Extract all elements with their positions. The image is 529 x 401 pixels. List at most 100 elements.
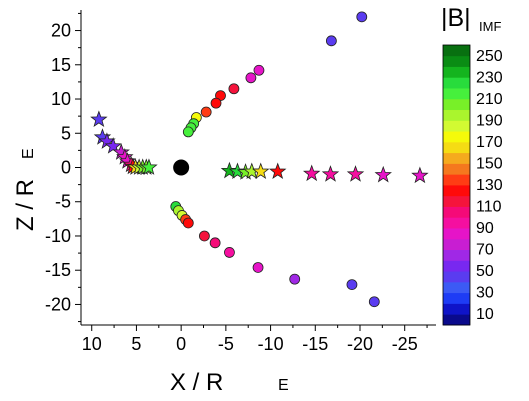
- y-axis-title-main: Z / R: [12, 179, 39, 231]
- colorbar-swatch: [443, 185, 470, 197]
- y-axis-title-sub: E: [20, 148, 37, 159]
- colorbar-swatch: [443, 98, 470, 111]
- colorbar-label: 110: [476, 199, 502, 216]
- colorbar-swatch: [443, 109, 470, 121]
- y-tick-label: -15: [45, 260, 71, 280]
- star-marker: [302, 164, 321, 182]
- y-tick-label: -5: [55, 192, 71, 212]
- colorbar-label: 230: [476, 69, 503, 86]
- circle-marker: [346, 279, 358, 290]
- colorbar-swatch: [443, 45, 470, 57]
- circle-marker: [224, 247, 235, 258]
- colorbar-swatch: [443, 163, 470, 175]
- colorbar-label: 30: [476, 285, 494, 302]
- circle-marker: [356, 11, 368, 23]
- x-tick-label: -15: [302, 334, 328, 354]
- star-marker: [374, 165, 392, 183]
- colorbar-label: 50: [476, 263, 494, 280]
- plot-area: 10 5 0 -5 -10 -15 -20 -25 20 15 10 5 0 -5 -10 -15 -20: [45, 10, 436, 354]
- circle-marker: [289, 273, 301, 285]
- colorbar-label: 150: [476, 155, 503, 172]
- star-marker: [346, 165, 365, 182]
- circle-marker: [252, 262, 264, 273]
- y-tick-label: 5: [61, 123, 71, 143]
- x-tick-label: -10: [258, 334, 284, 354]
- colorbar-swatch: [443, 120, 470, 132]
- x-axis-title-sub: E: [278, 377, 289, 394]
- colorbar-tick-labels: 10 30 50 70 90 110 130 150 170 190 210 230 250: [476, 48, 503, 323]
- x-tick-label: 5: [131, 334, 141, 354]
- x-tick-label: -5: [218, 334, 234, 354]
- y-tick-label: -10: [45, 226, 71, 246]
- colorbar-swatch: [443, 206, 470, 218]
- circle-marker: [209, 237, 221, 249]
- colorbar-swatch: [443, 271, 470, 283]
- circle-marker: [199, 230, 210, 242]
- star-marker: [228, 162, 247, 180]
- y-tick-label: -20: [45, 294, 71, 314]
- star-marker: [411, 166, 429, 184]
- colorbar-label: 210: [476, 91, 503, 108]
- colorbar-label: 10: [476, 306, 494, 323]
- colorbar-swatch: [443, 141, 470, 154]
- x-tick-label: 10: [82, 334, 102, 354]
- colorbar-label: 170: [476, 134, 503, 151]
- y-tick-label: 10: [51, 89, 71, 109]
- y-tick-label: 0: [61, 158, 71, 178]
- star-marker: [321, 165, 340, 182]
- colorbar-swatch: [443, 131, 470, 143]
- x-axis-title: X / R E: [170, 369, 289, 396]
- colorbar-swatch: [443, 238, 470, 251]
- colorbar-swatches: [442, 44, 471, 326]
- circle-marker: [228, 83, 240, 95]
- y-axis-title: Z / R E: [12, 148, 39, 231]
- circle-marker: [210, 97, 222, 109]
- colorbar-swatch: [443, 195, 470, 207]
- colorbar: |B| IMF 10 30 50 70 90 110 130 150 170 190 210 230 2…: [441, 4, 503, 326]
- colorbar-swatch: [443, 292, 470, 304]
- star-marker: [252, 162, 270, 180]
- colorbar-swatch: [443, 88, 470, 100]
- colorbar-swatch: [443, 281, 470, 294]
- colorbar-swatch: [443, 55, 470, 67]
- colorbar-swatch: [443, 260, 470, 272]
- colorbar-swatch: [443, 314, 470, 326]
- circle-marker: [368, 296, 380, 308]
- colorbar-label: 250: [476, 48, 503, 65]
- circle-marker: [182, 126, 194, 138]
- star-marker: [220, 161, 239, 179]
- star-marker: [104, 137, 122, 154]
- x-tick-label: 0: [176, 334, 186, 354]
- circle-marker: [200, 106, 212, 118]
- colorbar-swatch: [443, 66, 470, 78]
- colorbar-swatch: [443, 249, 470, 261]
- colorbar-swatch: [443, 174, 470, 186]
- x-axis-ticks: 10 5 0 -5 -10 -15 -20 -25: [82, 325, 428, 354]
- x-axis-title-main: X / R: [170, 369, 223, 396]
- star-marker: [90, 110, 108, 127]
- star-marker: [269, 162, 287, 180]
- circle-marker: [253, 64, 265, 76]
- x-tick-label: -20: [347, 334, 373, 354]
- colorbar-title-sub: IMF: [479, 19, 501, 34]
- colorbar-swatch: [443, 152, 470, 164]
- x-tick-label: -25: [392, 334, 418, 354]
- colorbar-swatch: [443, 217, 470, 229]
- colorbar-swatch: [443, 228, 470, 240]
- circle-marker: [182, 217, 194, 229]
- colorbar-label: 130: [476, 177, 503, 194]
- colorbar-swatch: [443, 77, 470, 89]
- data-markers: [90, 11, 429, 308]
- colorbar-title: |B|: [441, 4, 471, 32]
- colorbar-label: 190: [476, 112, 503, 129]
- star-marker: [140, 158, 158, 175]
- y-axis-ticks: 20 15 10 5 0 -5 -10 -15 -20: [45, 12, 81, 323]
- circle-marker: [245, 72, 257, 84]
- circle-marker: [325, 35, 337, 47]
- colorbar-frame: [442, 44, 471, 326]
- y-tick-label: 15: [51, 55, 71, 75]
- earth-marker: [173, 159, 190, 176]
- colorbar-label: 90: [476, 220, 494, 237]
- colorbar-swatch: [443, 303, 470, 315]
